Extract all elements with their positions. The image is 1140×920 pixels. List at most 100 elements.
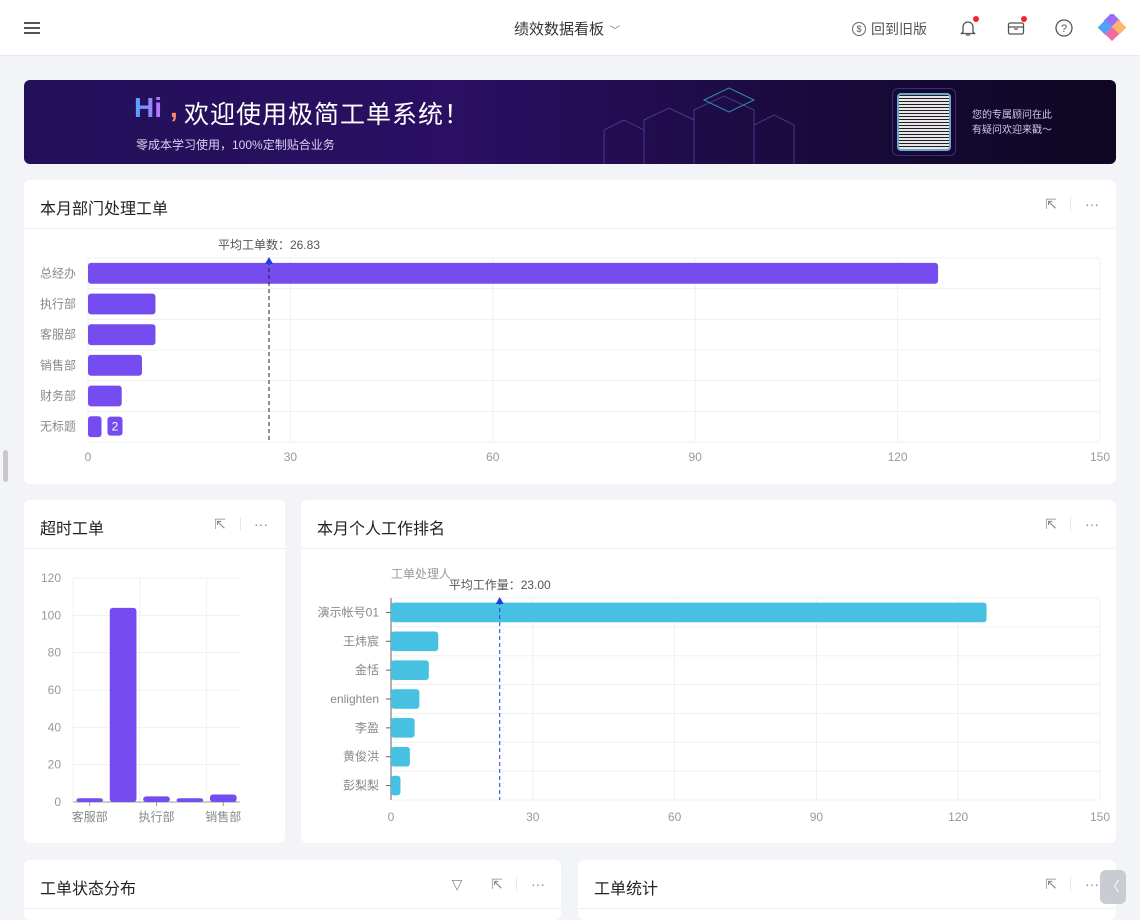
divider [516,877,517,891]
y-tick-label: 80 [48,646,62,660]
consult-line-1: 您的专属顾问在此 [972,110,1052,121]
overtime-bar-chart: 0 20 40 60 80 100 120 客服部 执行部 销售部 [41,571,241,824]
more-icon[interactable]: ··· [531,876,545,892]
y-category-label: 总经办 [40,265,76,280]
ticket-stats-card: 工单统计 ⇱ ··· [578,860,1116,920]
bar [109,607,137,802]
top-bar: 绩效数据看板 ﹀ $ 回到旧版 ? [0,0,1140,56]
y-category-label: 黄俊洪 [343,749,379,764]
bar [391,746,410,767]
card-header: 本月部门处理工单 ⇱ ··· [24,180,1116,229]
average-arrow [265,257,274,264]
inbox-icon[interactable] [1006,16,1027,38]
y-tick-label: 120 [41,571,61,585]
divider [1070,197,1071,211]
page-title: 绩效数据看板 [514,21,605,38]
bar [391,631,439,652]
card-title: 本月部门处理工单 [40,201,169,218]
bar [88,385,122,407]
average-label: 平均工单数：26.83 [218,237,320,252]
data-label: 2 [112,420,119,434]
filter-icon[interactable]: ▽ [451,876,463,892]
bar [209,794,237,802]
y-tick-label: 40 [48,720,62,734]
old-version-label: 回到旧版 [871,21,927,37]
y-tick-label: 100 [41,608,61,622]
banner-subtitle: 零成本学习使用，100%定制贴合业务 [136,138,335,152]
dept-tickets-card: 本月部门处理工单 ⇱ ··· 0 30 60 90 120 150 总经办 执行部 客服部 销售部… [24,180,1116,484]
y-tick-label: 0 [54,795,61,809]
help-icon[interactable]: ? [1054,18,1074,38]
svg-text:?: ? [1061,23,1067,35]
banner-illustration [603,87,795,164]
menu-icon[interactable] [24,22,40,34]
card-title: 工单状态分布 [40,881,137,898]
y-category-label: 无标题 [40,420,76,434]
x-tick-label: 0 [388,810,395,824]
x-tick-label: 90 [689,450,703,464]
y-category-label: enlighten [330,692,379,706]
divider [240,517,241,531]
scrollbar[interactable] [3,450,8,482]
y-category-label: 执行部 [40,296,76,311]
average-label: 平均工作量：23.00 [449,578,551,592]
bar [76,798,104,802]
status-distribution-card: 工单状态分布 ▽ ⇱ ··· [24,860,561,920]
y-category-label: 李盈 [355,720,379,735]
divider [1070,517,1071,531]
chevron-down-icon: ﹀ [610,26,621,37]
bar [391,660,429,680]
y-category-label: 金恬 [355,662,379,677]
bar [88,293,156,315]
y-category-label: 财务部 [40,388,76,403]
average-arrow [495,597,504,604]
bar [391,718,415,738]
more-icon[interactable]: ··· [1085,876,1099,892]
app-logo[interactable] [1097,12,1127,42]
personal-ranking-card: 本月个人工作排名 ⇱ ··· 0 30 60 90 120 150 演示帐号01 王炜宸 金恬 e… [301,500,1116,843]
bell-icon[interactable] [958,16,979,38]
more-icon[interactable]: ··· [254,516,268,532]
expand-icon[interactable]: ⇱ [1045,196,1057,212]
x-tick-label: 120 [948,810,968,824]
expand-icon[interactable]: ⇱ [1045,876,1057,892]
bar [391,689,420,709]
x-tick-label: 60 [486,450,500,464]
y-category-label: 王炜宸 [343,633,379,648]
more-icon[interactable]: ··· [1085,196,1099,212]
consultant-note: 您的专属顾问在此 有疑问欢迎来戳～ [972,108,1052,138]
card-title: 超时工单 [40,521,105,538]
welcome-banner: Hi , 欢迎使用极简工单系统！ 零成本学习使用，100%定制贴合业务 您的专属… [24,80,1116,164]
card-header: 工单统计 ⇱ ··· [578,860,1116,909]
expand-icon[interactable]: ⇱ [1045,516,1057,532]
data-label-box [107,416,123,436]
expand-icon[interactable]: ⇱ [491,876,503,892]
expand-icon[interactable]: ⇱ [214,516,226,532]
y-category-label: 客服部 [40,327,76,342]
collapse-panel-button[interactable]: 〈 [1100,870,1126,904]
x-category-label: 客服部 [72,809,108,824]
x-tick-label: 60 [668,810,682,824]
old-version-button[interactable]: $ 回到旧版 [852,19,927,39]
card-title: 工单统计 [594,881,659,898]
bar [391,775,401,796]
x-category-label: 销售部 [205,809,241,824]
y-tick-label: 20 [48,758,62,772]
y-category-label: 彭梨梨 [343,779,379,793]
banner-hi: Hi [134,92,162,123]
y-category-label: 销售部 [40,357,76,372]
more-icon[interactable]: ··· [1085,516,1099,532]
dashboard-selector[interactable]: 绩效数据看板 ﹀ [514,18,620,39]
bar [88,262,939,284]
bar [176,798,204,802]
y-axis-title: 工单处理人 [391,567,451,581]
x-tick-label: 30 [526,810,540,824]
switch-icon: $ [852,22,866,36]
banner-headline: 欢迎使用极简工单系统！ [184,101,471,129]
y-tick-label: 60 [48,683,62,697]
notification-dot [1021,16,1027,22]
consult-line-2: 有疑问欢迎来戳～ [972,125,1052,136]
card-header: 工单状态分布 ▽ ⇱ ··· [24,860,561,909]
x-tick-label: 30 [284,450,298,464]
